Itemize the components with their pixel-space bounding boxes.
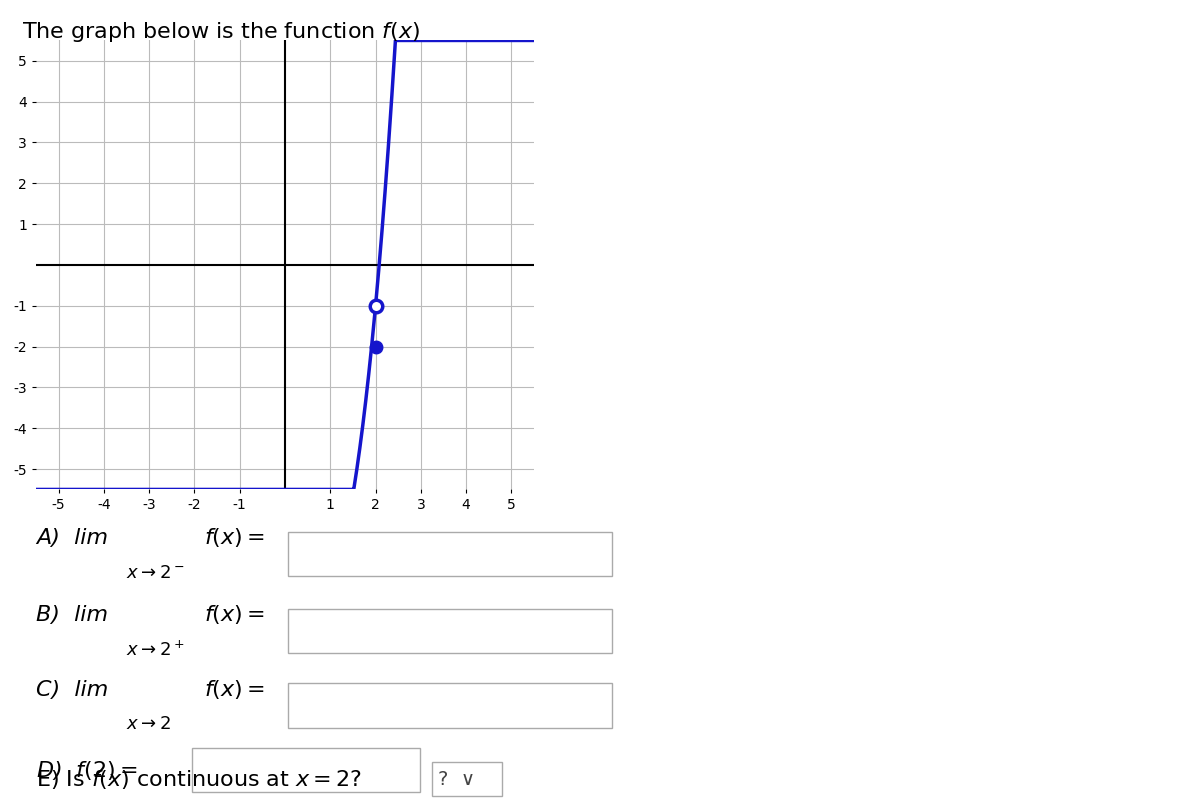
Text: B)  lim: B) lim: [36, 605, 108, 625]
Text: $x \to 2$: $x \to 2$: [126, 715, 170, 733]
Text: $f(x) =$: $f(x) =$: [204, 527, 265, 549]
Text: $x \to 2^+$: $x \to 2^+$: [126, 641, 185, 660]
Text: E) Is $f(x)$ continuous at $x = 2$?: E) Is $f(x)$ continuous at $x = 2$?: [36, 768, 362, 790]
Text: The graph below is the function $f(x)$: The graph below is the function $f(x)$: [22, 20, 420, 44]
Text: $f(x) =$: $f(x) =$: [204, 604, 265, 626]
Text: ?  ∨: ? ∨: [438, 769, 475, 789]
Text: A)  lim: A) lim: [36, 528, 108, 549]
Text: C)  lim: C) lim: [36, 680, 108, 700]
Text: $f(x) =$: $f(x) =$: [204, 678, 265, 701]
Text: $x \to 2^-$: $x \to 2^-$: [126, 564, 185, 582]
Text: D)  $f(2) =$: D) $f(2) =$: [36, 759, 138, 781]
